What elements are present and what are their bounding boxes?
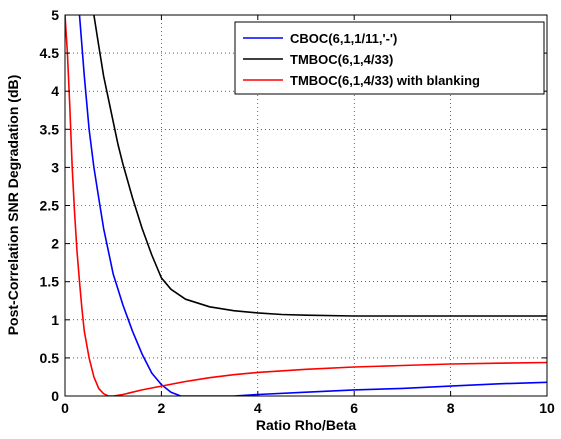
x-tick-label: 6 [350, 400, 358, 416]
y-tick-label: 5 [51, 7, 59, 23]
y-tick-label: 3.5 [40, 121, 60, 137]
y-tick-label: 0.5 [40, 350, 60, 366]
y-tick-label: 2 [51, 236, 59, 252]
x-tick-label: 2 [158, 400, 166, 416]
legend-label-cboc: CBOC(6,1,1/11,'-') [290, 31, 397, 46]
x-tick-label: 8 [447, 400, 455, 416]
x-tick-label: 0 [61, 400, 69, 416]
series-lines [65, 15, 547, 396]
legend-label-tmboc: TMBOC(6,1,4/33) [290, 52, 393, 67]
series-line-tmboc-blanking [65, 15, 547, 396]
series-line-tmboc [93, 15, 547, 317]
y-tick-label: 4 [51, 83, 59, 99]
y-tick-label: 0 [51, 388, 59, 404]
tick-labels: 0 2 4 6 8 10 0 0.5 1 1.5 2 2.5 3 3.5 4 4.5 5 [40, 7, 555, 416]
y-tick-label: 3 [51, 159, 59, 175]
x-tick-label: 10 [539, 400, 555, 416]
axis-ticks [64, 14, 548, 397]
y-axis-label: Post-Correlation SNR Degradation (dB) [5, 75, 21, 336]
y-tick-label: 4.5 [40, 45, 60, 61]
legend: CBOC(6,1,1/11,'-') TMBOC(6,1,4/33) TMBOC… [234, 21, 545, 95]
y-tick-label: 1.5 [40, 274, 60, 290]
y-tick-label: 2.5 [40, 198, 60, 214]
x-tick-label: 4 [254, 400, 262, 416]
series-line-cboc [78, 15, 547, 396]
y-tick-label: 1 [51, 312, 59, 328]
legend-box [234, 21, 545, 95]
legend-label-tmboc-blanking: TMBOC(6,1,4/33) with blanking [290, 73, 480, 88]
x-axis-label: Ratio Rho/Beta [256, 417, 357, 433]
